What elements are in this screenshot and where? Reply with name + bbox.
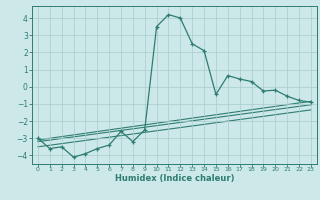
X-axis label: Humidex (Indice chaleur): Humidex (Indice chaleur) [115,174,234,183]
